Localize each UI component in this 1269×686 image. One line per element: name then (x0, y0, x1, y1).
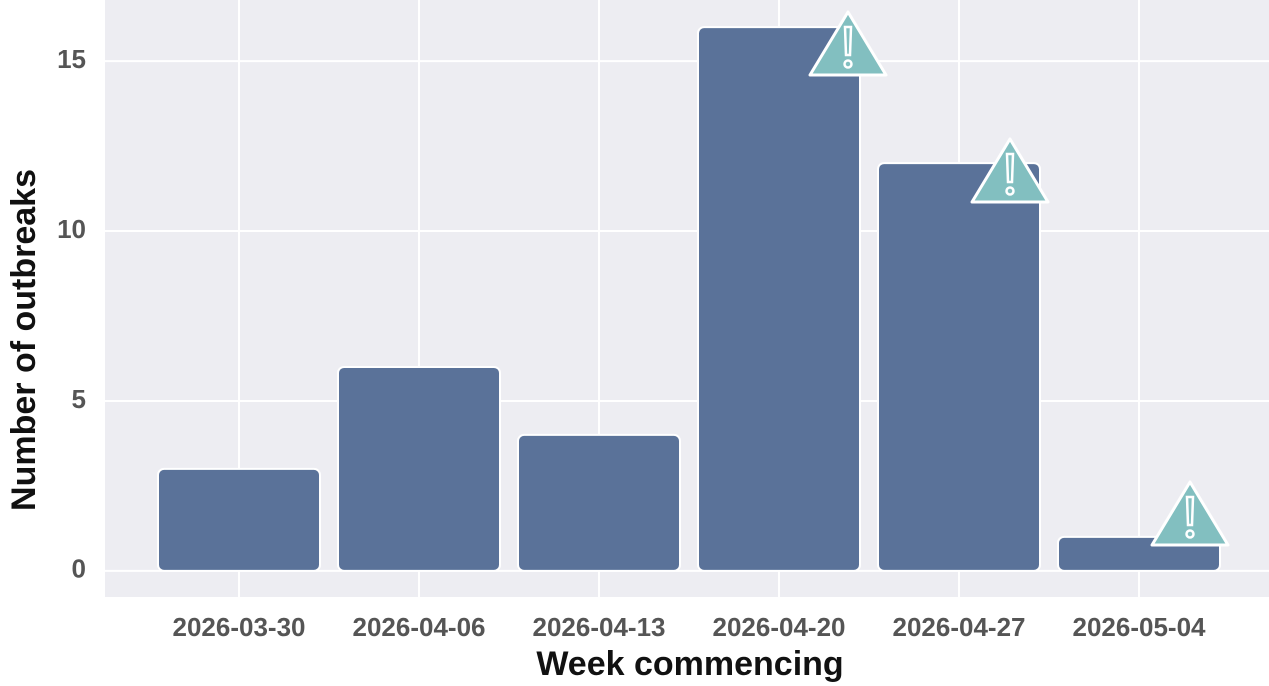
bar (877, 162, 1041, 572)
x-axis-title: Week commencing (536, 645, 843, 683)
x-tick-label: 2026-04-20 (713, 612, 846, 642)
warning-icon (1150, 480, 1230, 547)
bar (517, 433, 681, 572)
y-axis-title: Number of outbreaks (5, 169, 43, 511)
bar (337, 365, 501, 572)
bar (157, 467, 321, 572)
x-tick-label: 2026-04-13 (533, 612, 666, 642)
y-tick-label: 0 (72, 554, 86, 584)
x-tick-label: 2026-05-04 (1073, 612, 1207, 642)
y-tick-label: 10 (57, 214, 86, 244)
x-tick-label: 2026-04-27 (893, 612, 1026, 642)
warning-icon (808, 10, 888, 77)
bars (157, 26, 1221, 572)
x-tick-label: 2026-04-06 (353, 612, 486, 642)
warning-icon (970, 137, 1050, 204)
x-tick-label: 2026-03-30 (173, 612, 306, 642)
warning-icons (808, 10, 1230, 547)
bar (697, 26, 861, 572)
y-tick-label: 15 (57, 44, 86, 74)
y-tick-label: 5 (72, 384, 86, 414)
